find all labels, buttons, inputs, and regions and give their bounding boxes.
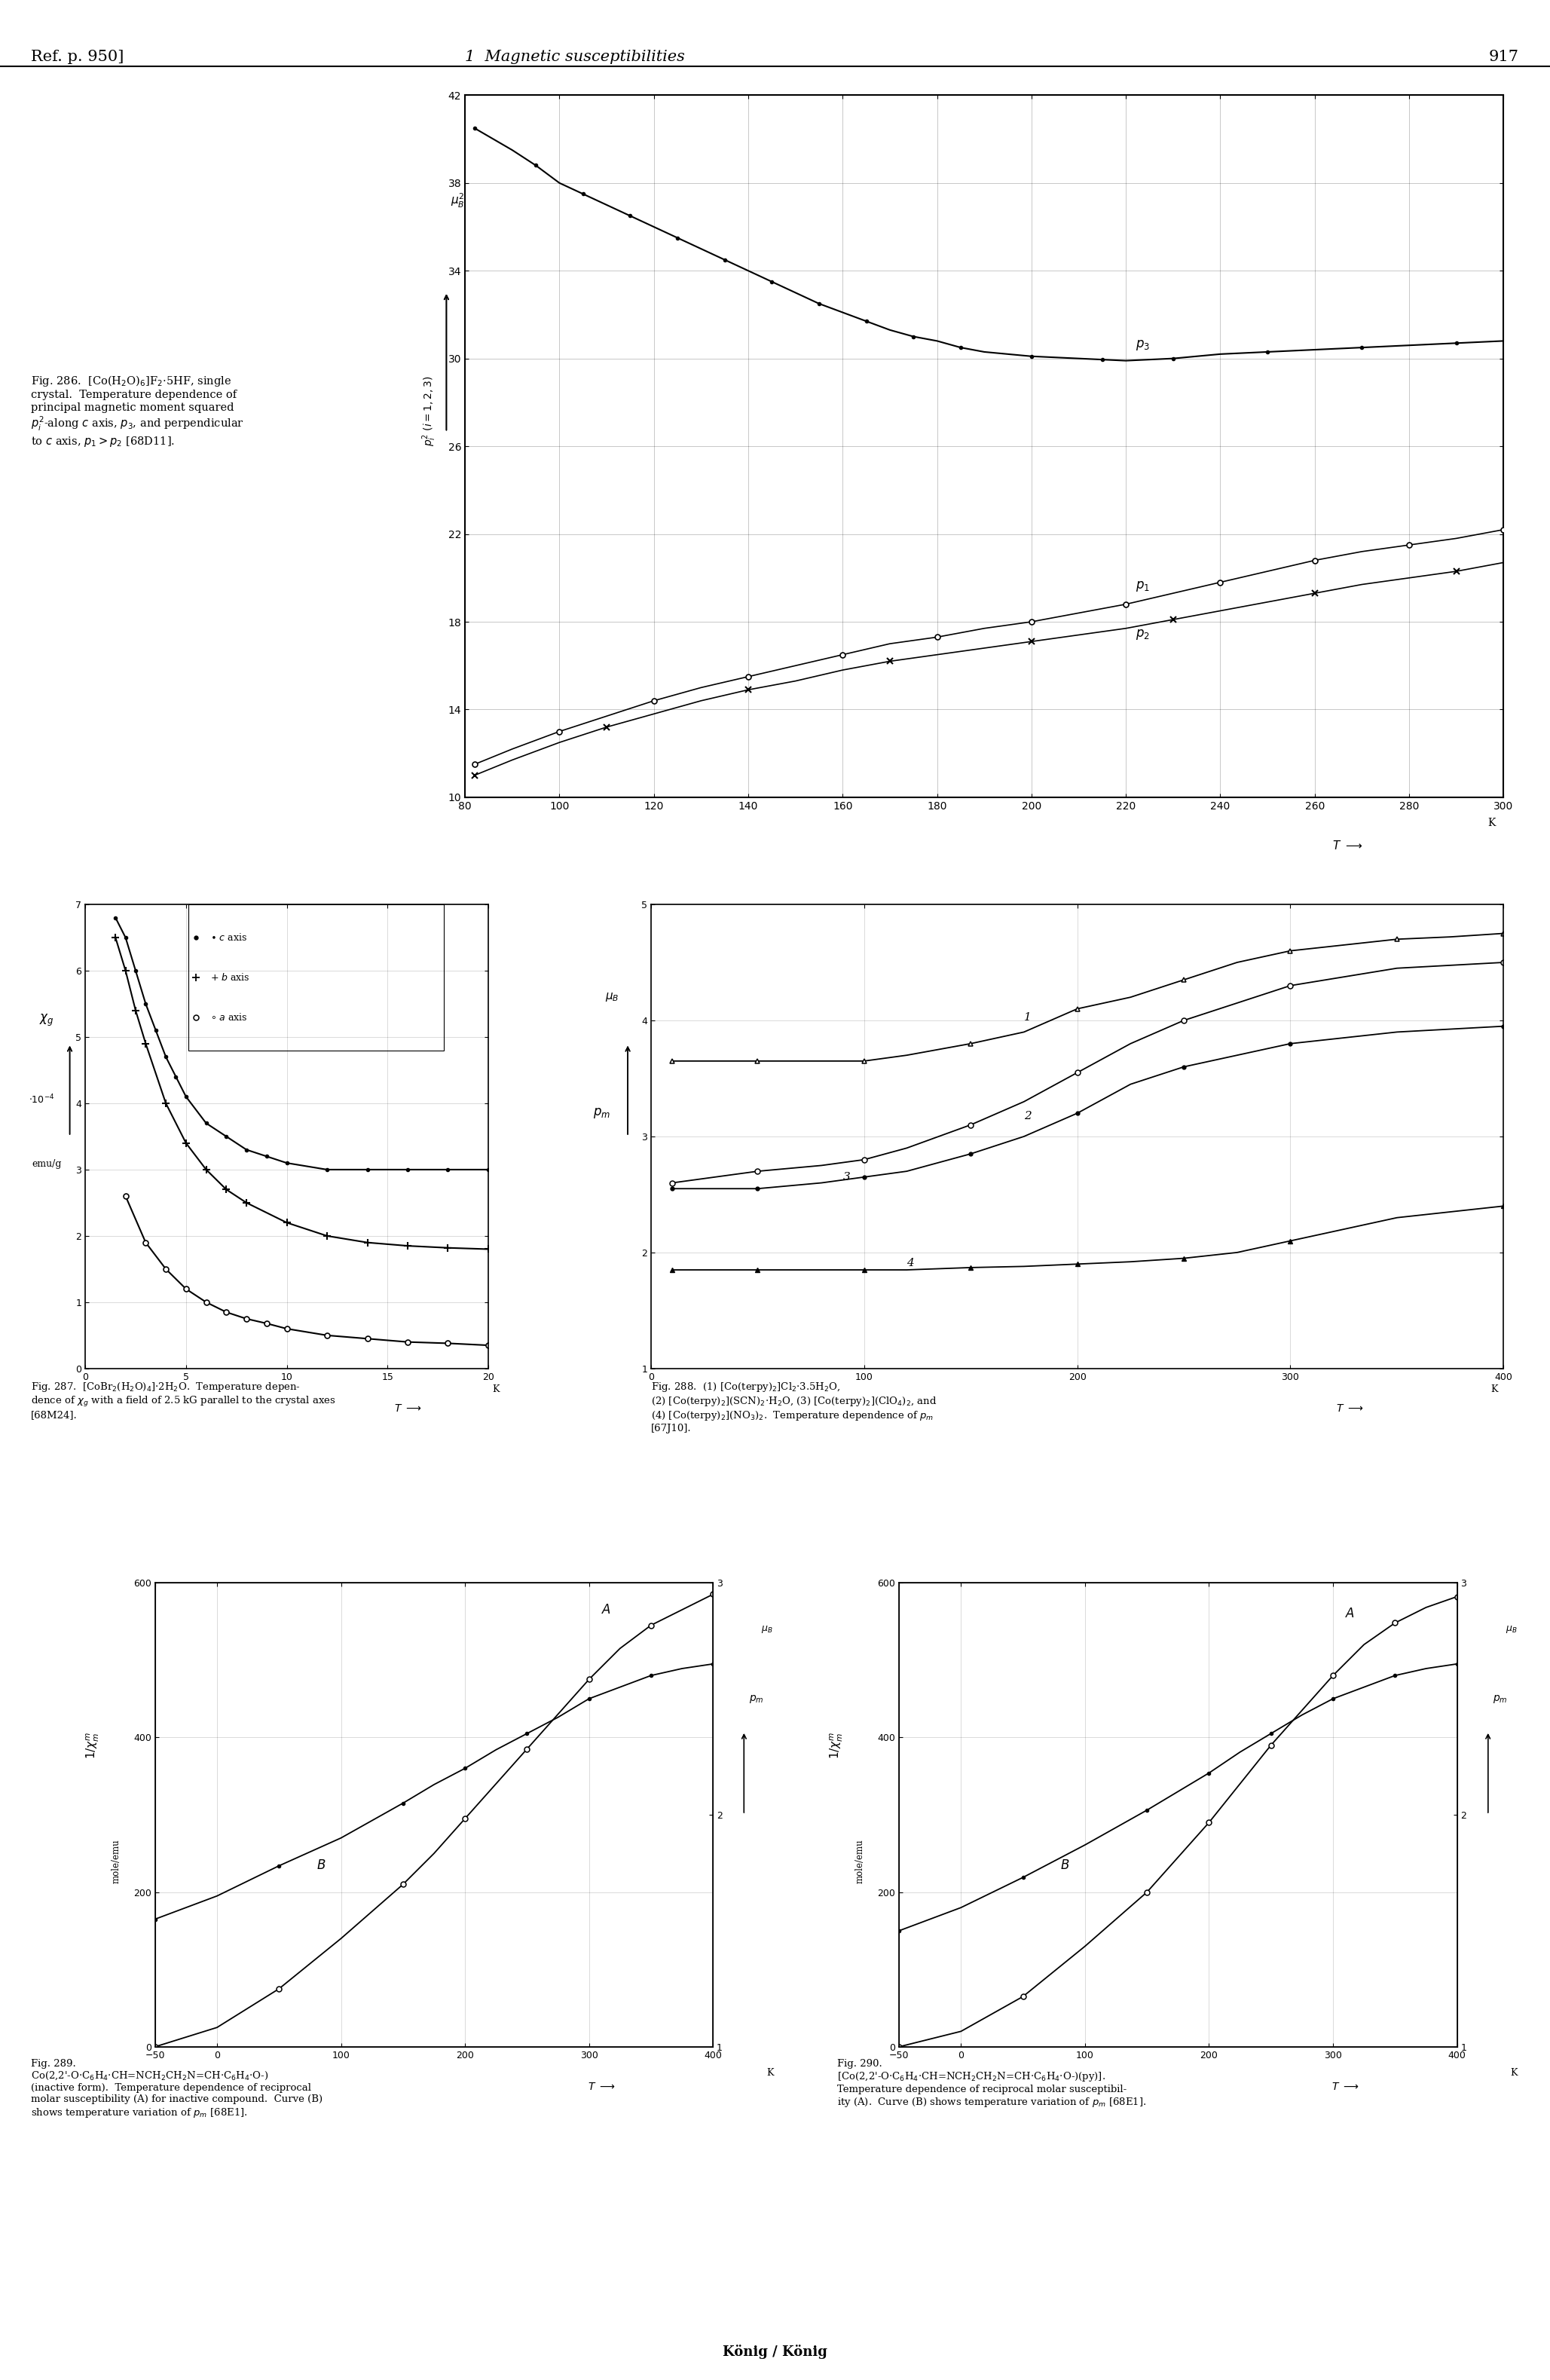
Text: $p_i^2\ (i=1,2,3)$: $p_i^2\ (i=1,2,3)$	[422, 376, 437, 447]
Text: $+$ $b$ axis: $+$ $b$ axis	[211, 971, 250, 983]
Text: $1/\chi^m_m$: $1/\chi^m_m$	[85, 1733, 101, 1759]
Text: $T$ $\longrightarrow$: $T$ $\longrightarrow$	[587, 2082, 615, 2092]
Text: 3: 3	[843, 1173, 849, 1183]
Text: 917: 917	[1490, 50, 1519, 64]
Text: mole/emu: mole/emu	[112, 1840, 121, 1883]
Text: $\cdot 10^{-4}$: $\cdot 10^{-4}$	[29, 1092, 54, 1107]
FancyBboxPatch shape	[188, 904, 443, 1050]
Text: $\mu_B$: $\mu_B$	[604, 990, 620, 1004]
Text: $\bullet$ $c$ axis: $\bullet$ $c$ axis	[211, 933, 246, 942]
Text: 2: 2	[1025, 1111, 1031, 1121]
Text: $B$: $B$	[1060, 1859, 1070, 1873]
Text: Fig. 288.  (1) [Co(terpy)$_2$]Cl$_2$·3.5H$_2$O,
(2) [Co(terpy)$_2$](SCN)$_2$·H$_: Fig. 288. (1) [Co(terpy)$_2$]Cl$_2$·3.5H…	[651, 1380, 936, 1433]
Text: $T$ $\longrightarrow$: $T$ $\longrightarrow$	[394, 1404, 422, 1414]
Text: $\chi_g$: $\chi_g$	[39, 1014, 54, 1028]
Text: $\circ$ $a$ axis: $\circ$ $a$ axis	[211, 1011, 248, 1023]
Text: K: K	[767, 2068, 773, 2078]
Text: 1: 1	[1025, 1011, 1031, 1023]
Text: $T$ $\longrightarrow$: $T$ $\longrightarrow$	[1333, 840, 1362, 852]
Text: $A$: $A$	[601, 1604, 611, 1616]
Text: $T$ $\longrightarrow$: $T$ $\longrightarrow$	[1331, 2082, 1359, 2092]
Text: $1/\chi^m_m$: $1/\chi^m_m$	[829, 1733, 845, 1759]
Text: $p_1$: $p_1$	[1135, 581, 1150, 593]
Text: $B$: $B$	[316, 1859, 326, 1873]
Text: $p_2$: $p_2$	[1135, 628, 1150, 643]
Text: K: K	[1491, 1385, 1497, 1395]
Text: $p_m$: $p_m$	[1493, 1692, 1508, 1704]
Text: $A$: $A$	[1345, 1609, 1355, 1621]
Text: $p_m$: $p_m$	[592, 1107, 611, 1121]
Text: K: K	[1511, 2068, 1517, 2078]
Text: $\mu_B$: $\mu_B$	[761, 1623, 773, 1635]
Text: $\mu_B^2$: $\mu_B^2$	[450, 193, 465, 209]
Text: K: K	[493, 1385, 499, 1395]
Text: Fig. 286.  [Co(H$_2$O)$_6$]F$_2$·5HF, single
crystal.  Temperature dependence of: Fig. 286. [Co(H$_2$O)$_6$]F$_2$·5HF, sin…	[31, 374, 245, 447]
Text: Fig. 290.
[Co(2,2'-O·C$_6$H$_4$·CH=NCH$_2$CH$_2$N=CH·C$_6$H$_4$·O-)(py)].
Temper: Fig. 290. [Co(2,2'-O·C$_6$H$_4$·CH=NCH$_…	[837, 2059, 1145, 2109]
Text: $T$ $\longrightarrow$: $T$ $\longrightarrow$	[1336, 1404, 1364, 1414]
Text: K: K	[1488, 819, 1496, 828]
Text: Fig. 289.
Co(2,2'-O·C$_6$H$_4$·CH=NCH$_2$CH$_2$N=CH·C$_6$H$_4$·O-)
(inactive for: Fig. 289. Co(2,2'-O·C$_6$H$_4$·CH=NCH$_2…	[31, 2059, 322, 2118]
Text: $p_m$: $p_m$	[749, 1692, 764, 1704]
Text: emu/g: emu/g	[31, 1159, 62, 1169]
Text: mole/emu: mole/emu	[856, 1840, 865, 1883]
Text: Fig. 287.  [CoBr$_2$(H$_2$O)$_4$]·2H$_2$O.  Temperature depen-
dence of $\chi_g$: Fig. 287. [CoBr$_2$(H$_2$O)$_4$]·2H$_2$O…	[31, 1380, 336, 1421]
Text: 4: 4	[907, 1259, 915, 1269]
Text: 1  Magnetic susceptibilities: 1 Magnetic susceptibilities	[465, 50, 685, 64]
Text: $\mu_B$: $\mu_B$	[1505, 1623, 1517, 1635]
Text: $p_3$: $p_3$	[1135, 338, 1150, 352]
Text: König / König: König / König	[722, 2344, 828, 2359]
Text: Ref. p. 950]: Ref. p. 950]	[31, 50, 124, 64]
